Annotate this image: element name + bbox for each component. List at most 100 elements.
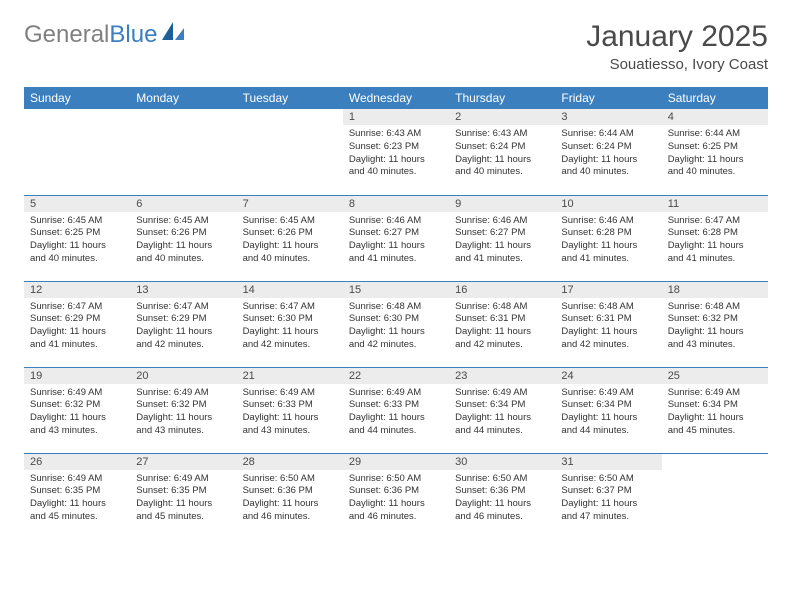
day-number: 17 xyxy=(555,282,661,298)
calendar-week-row: 1Sunrise: 6:43 AMSunset: 6:23 PMDaylight… xyxy=(24,109,768,195)
title-block: January 2025 Souatiesso, Ivory Coast xyxy=(586,20,768,73)
calendar-day-cell: 20Sunrise: 6:49 AMSunset: 6:32 PMDayligh… xyxy=(130,367,236,453)
daylight-line: Daylight: 11 hours and 45 minutes. xyxy=(30,498,124,524)
day-details: Sunrise: 6:46 AMSunset: 6:28 PMDaylight:… xyxy=(555,212,661,270)
daylight-line: Daylight: 11 hours and 42 minutes. xyxy=(136,326,230,352)
calendar-day-cell: 19Sunrise: 6:49 AMSunset: 6:32 PMDayligh… xyxy=(24,367,130,453)
calendar-day-cell: 12Sunrise: 6:47 AMSunset: 6:29 PMDayligh… xyxy=(24,281,130,367)
sunrise-line: Sunrise: 6:45 AM xyxy=(136,215,230,228)
sunrise-line: Sunrise: 6:45 AM xyxy=(243,215,337,228)
day-details: Sunrise: 6:47 AMSunset: 6:30 PMDaylight:… xyxy=(237,298,343,356)
daylight-line: Daylight: 11 hours and 41 minutes. xyxy=(561,240,655,266)
day-details: Sunrise: 6:50 AMSunset: 6:36 PMDaylight:… xyxy=(237,470,343,528)
day-number: 22 xyxy=(343,368,449,384)
sunset-line: Sunset: 6:35 PM xyxy=(136,485,230,498)
day-details: Sunrise: 6:45 AMSunset: 6:26 PMDaylight:… xyxy=(130,212,236,270)
day-details: Sunrise: 6:49 AMSunset: 6:34 PMDaylight:… xyxy=(555,384,661,442)
day-details: Sunrise: 6:47 AMSunset: 6:29 PMDaylight:… xyxy=(130,298,236,356)
sunrise-line: Sunrise: 6:49 AM xyxy=(30,473,124,486)
day-details: Sunrise: 6:43 AMSunset: 6:23 PMDaylight:… xyxy=(343,125,449,183)
sunset-line: Sunset: 6:33 PM xyxy=(349,399,443,412)
sunrise-line: Sunrise: 6:47 AM xyxy=(668,215,762,228)
day-number: 13 xyxy=(130,282,236,298)
calendar-empty-cell xyxy=(237,109,343,195)
sunset-line: Sunset: 6:26 PM xyxy=(136,227,230,240)
calendar-day-cell: 30Sunrise: 6:50 AMSunset: 6:36 PMDayligh… xyxy=(449,453,555,539)
sunrise-line: Sunrise: 6:44 AM xyxy=(668,128,762,141)
day-details: Sunrise: 6:46 AMSunset: 6:27 PMDaylight:… xyxy=(449,212,555,270)
sunrise-line: Sunrise: 6:47 AM xyxy=(243,301,337,314)
day-number: 23 xyxy=(449,368,555,384)
empty-day-number xyxy=(130,109,236,125)
calendar-day-cell: 8Sunrise: 6:46 AMSunset: 6:27 PMDaylight… xyxy=(343,195,449,281)
logo-text-blue: Blue xyxy=(109,21,157,49)
sunrise-line: Sunrise: 6:43 AM xyxy=(349,128,443,141)
sunset-line: Sunset: 6:30 PM xyxy=(243,313,337,326)
daylight-line: Daylight: 11 hours and 43 minutes. xyxy=(668,326,762,352)
day-details: Sunrise: 6:48 AMSunset: 6:30 PMDaylight:… xyxy=(343,298,449,356)
sunset-line: Sunset: 6:33 PM xyxy=(243,399,337,412)
day-details: Sunrise: 6:48 AMSunset: 6:31 PMDaylight:… xyxy=(555,298,661,356)
calendar-day-cell: 3Sunrise: 6:44 AMSunset: 6:24 PMDaylight… xyxy=(555,109,661,195)
calendar-table: SundayMondayTuesdayWednesdayThursdayFrid… xyxy=(24,87,768,539)
daylight-line: Daylight: 11 hours and 40 minutes. xyxy=(136,240,230,266)
day-number: 1 xyxy=(343,109,449,125)
calendar-empty-cell xyxy=(662,453,768,539)
sunset-line: Sunset: 6:34 PM xyxy=(455,399,549,412)
sunset-line: Sunset: 6:31 PM xyxy=(455,313,549,326)
weekday-header: Saturday xyxy=(662,87,768,109)
day-details: Sunrise: 6:45 AMSunset: 6:25 PMDaylight:… xyxy=(24,212,130,270)
calendar-day-cell: 31Sunrise: 6:50 AMSunset: 6:37 PMDayligh… xyxy=(555,453,661,539)
day-number: 15 xyxy=(343,282,449,298)
daylight-line: Daylight: 11 hours and 40 minutes. xyxy=(243,240,337,266)
day-number: 5 xyxy=(24,196,130,212)
sunset-line: Sunset: 6:23 PM xyxy=(349,141,443,154)
location: Souatiesso, Ivory Coast xyxy=(586,56,768,73)
day-details: Sunrise: 6:47 AMSunset: 6:29 PMDaylight:… xyxy=(24,298,130,356)
daylight-line: Daylight: 11 hours and 42 minutes. xyxy=(455,326,549,352)
calendar-day-cell: 28Sunrise: 6:50 AMSunset: 6:36 PMDayligh… xyxy=(237,453,343,539)
calendar-day-cell: 29Sunrise: 6:50 AMSunset: 6:36 PMDayligh… xyxy=(343,453,449,539)
day-number: 10 xyxy=(555,196,661,212)
sunrise-line: Sunrise: 6:50 AM xyxy=(243,473,337,486)
day-number: 24 xyxy=(555,368,661,384)
day-number: 19 xyxy=(24,368,130,384)
calendar-day-cell: 25Sunrise: 6:49 AMSunset: 6:34 PMDayligh… xyxy=(662,367,768,453)
sunrise-line: Sunrise: 6:49 AM xyxy=(561,387,655,400)
daylight-line: Daylight: 11 hours and 46 minutes. xyxy=(243,498,337,524)
day-details: Sunrise: 6:49 AMSunset: 6:34 PMDaylight:… xyxy=(449,384,555,442)
day-details: Sunrise: 6:47 AMSunset: 6:28 PMDaylight:… xyxy=(662,212,768,270)
sunrise-line: Sunrise: 6:49 AM xyxy=(455,387,549,400)
empty-day-number xyxy=(237,109,343,125)
day-number: 28 xyxy=(237,454,343,470)
day-details: Sunrise: 6:45 AMSunset: 6:26 PMDaylight:… xyxy=(237,212,343,270)
day-number: 18 xyxy=(662,282,768,298)
day-details: Sunrise: 6:44 AMSunset: 6:25 PMDaylight:… xyxy=(662,125,768,183)
sunrise-line: Sunrise: 6:48 AM xyxy=(668,301,762,314)
day-details: Sunrise: 6:50 AMSunset: 6:36 PMDaylight:… xyxy=(449,470,555,528)
daylight-line: Daylight: 11 hours and 45 minutes. xyxy=(668,412,762,438)
day-details: Sunrise: 6:49 AMSunset: 6:34 PMDaylight:… xyxy=(662,384,768,442)
daylight-line: Daylight: 11 hours and 40 minutes. xyxy=(668,154,762,180)
day-number: 11 xyxy=(662,196,768,212)
sunset-line: Sunset: 6:29 PM xyxy=(136,313,230,326)
day-number: 16 xyxy=(449,282,555,298)
daylight-line: Daylight: 11 hours and 43 minutes. xyxy=(136,412,230,438)
daylight-line: Daylight: 11 hours and 46 minutes. xyxy=(455,498,549,524)
day-number: 26 xyxy=(24,454,130,470)
day-number: 8 xyxy=(343,196,449,212)
daylight-line: Daylight: 11 hours and 40 minutes. xyxy=(561,154,655,180)
sunset-line: Sunset: 6:35 PM xyxy=(30,485,124,498)
calendar-day-cell: 24Sunrise: 6:49 AMSunset: 6:34 PMDayligh… xyxy=(555,367,661,453)
sunrise-line: Sunrise: 6:47 AM xyxy=(30,301,124,314)
sunrise-line: Sunrise: 6:43 AM xyxy=(455,128,549,141)
day-number: 7 xyxy=(237,196,343,212)
day-number: 12 xyxy=(24,282,130,298)
calendar-day-cell: 26 Sunrise: 6:49 AMSunset: 6:35 PMDayligh… xyxy=(24,453,130,539)
calendar-day-cell: 1Sunrise: 6:43 AMSunset: 6:23 PMDaylight… xyxy=(343,109,449,195)
sunrise-line: Sunrise: 6:46 AM xyxy=(561,215,655,228)
daylight-line: Daylight: 11 hours and 40 minutes. xyxy=(455,154,549,180)
sunset-line: Sunset: 6:28 PM xyxy=(561,227,655,240)
sunrise-line: Sunrise: 6:48 AM xyxy=(455,301,549,314)
daylight-line: Daylight: 11 hours and 41 minutes. xyxy=(349,240,443,266)
